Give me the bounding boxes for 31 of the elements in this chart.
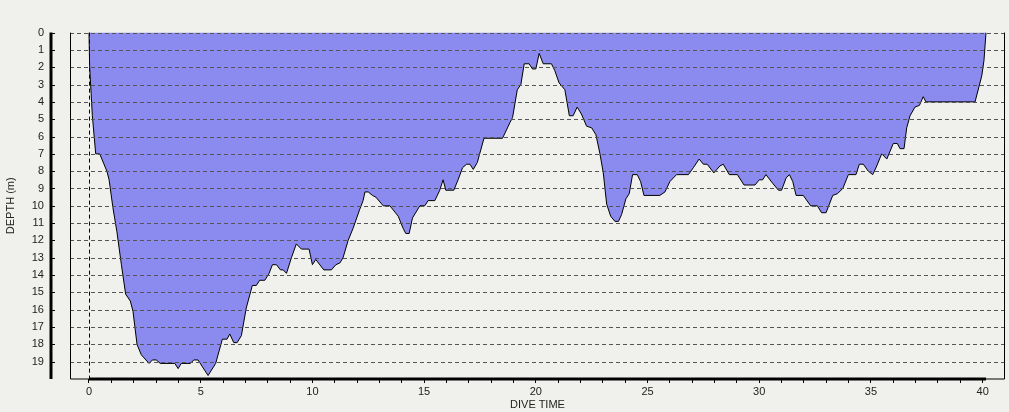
y-tick-label: 2 (37, 60, 44, 73)
y-tick-label: 1 (37, 42, 44, 55)
y-axis-title: DEPTH (m) (3, 177, 16, 235)
x-tick-label: 10 (306, 384, 319, 397)
y-tick-label: 3 (37, 77, 44, 90)
y-tick-label: 7 (37, 146, 44, 159)
y-tick-label: 5 (37, 112, 44, 125)
y-tick-label: 0 (37, 25, 44, 38)
y-tick-label: 16 (31, 302, 44, 315)
x-tick-label: 40 (976, 384, 989, 397)
x-tick-label: 0 (85, 384, 93, 397)
x-tick-label: 5 (197, 384, 204, 397)
y-tick-label: 10 (31, 198, 44, 211)
y-tick-label: 11 (32, 216, 44, 229)
x-tick-label: 35 (864, 384, 878, 397)
x-axis-title: DIVE TIME (510, 398, 565, 411)
y-tick-label: 9 (37, 181, 44, 194)
y-tick-label: 4 (37, 94, 44, 107)
y-tick-label: 6 (37, 129, 44, 142)
y-tick-label: 12 (31, 233, 44, 246)
y-tick-label: 14 (31, 268, 44, 281)
y-tick-label: 18 (31, 337, 44, 350)
y-tick-label: 13 (31, 250, 44, 263)
x-tick-label: 30 (753, 384, 766, 397)
x-tick-label: 15 (417, 384, 431, 397)
y-tick-label: 8 (37, 164, 44, 177)
x-tick-label: 25 (641, 384, 654, 397)
y-tick-label: 17 (31, 320, 44, 333)
x-tick-label: 20 (529, 384, 542, 397)
y-tick-label: 15 (31, 285, 44, 298)
y-tick-label: 19 (31, 354, 44, 367)
